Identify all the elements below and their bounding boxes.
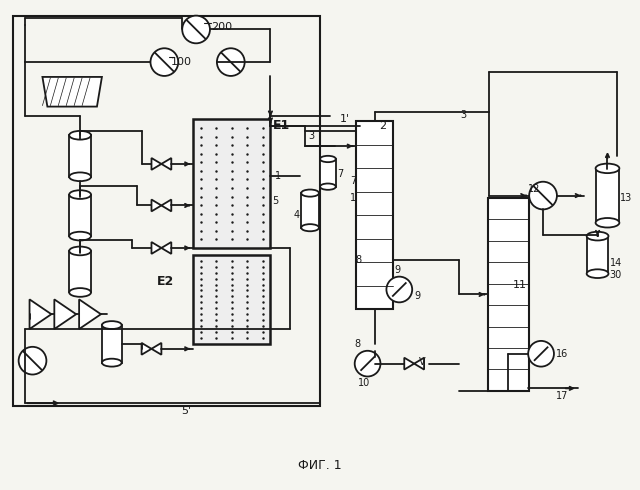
Text: 7: 7 bbox=[349, 176, 356, 186]
Ellipse shape bbox=[320, 184, 336, 190]
Bar bbox=[488, 198, 529, 391]
Ellipse shape bbox=[301, 224, 319, 231]
Text: ФИГ. 1: ФИГ. 1 bbox=[298, 459, 342, 472]
Text: 2: 2 bbox=[380, 122, 387, 131]
Text: 100: 100 bbox=[172, 57, 192, 67]
Circle shape bbox=[19, 347, 46, 374]
Text: 17: 17 bbox=[556, 392, 568, 401]
Text: 8: 8 bbox=[355, 339, 361, 349]
Text: 9: 9 bbox=[414, 292, 420, 301]
Bar bbox=[102, 325, 122, 363]
Text: 10: 10 bbox=[358, 378, 370, 389]
Text: E2: E2 bbox=[156, 275, 173, 288]
Text: 9: 9 bbox=[394, 265, 401, 275]
Polygon shape bbox=[161, 199, 172, 211]
Bar bbox=[320, 159, 336, 187]
Circle shape bbox=[355, 351, 380, 376]
Text: E1: E1 bbox=[273, 120, 290, 132]
Polygon shape bbox=[152, 158, 161, 170]
Polygon shape bbox=[29, 299, 51, 329]
Text: 1': 1' bbox=[340, 114, 350, 123]
Ellipse shape bbox=[69, 131, 91, 140]
Bar bbox=[596, 169, 620, 223]
Bar bbox=[301, 193, 319, 228]
Polygon shape bbox=[414, 358, 424, 369]
Text: 8: 8 bbox=[356, 255, 362, 265]
Bar bbox=[69, 195, 91, 236]
Text: 4: 4 bbox=[294, 210, 300, 221]
Ellipse shape bbox=[320, 156, 336, 162]
Bar bbox=[587, 236, 609, 274]
Text: 13: 13 bbox=[620, 193, 632, 202]
Polygon shape bbox=[54, 299, 76, 329]
Bar bbox=[193, 255, 271, 344]
Ellipse shape bbox=[587, 232, 609, 241]
Circle shape bbox=[182, 16, 210, 43]
Text: 5': 5' bbox=[181, 406, 191, 416]
Text: 200: 200 bbox=[211, 22, 232, 31]
Text: 5: 5 bbox=[273, 196, 278, 206]
Polygon shape bbox=[161, 158, 172, 170]
Ellipse shape bbox=[102, 321, 122, 329]
Circle shape bbox=[387, 277, 412, 302]
Bar bbox=[69, 135, 91, 177]
Polygon shape bbox=[152, 242, 161, 254]
Text: 16: 16 bbox=[556, 349, 568, 359]
Polygon shape bbox=[42, 77, 102, 107]
Ellipse shape bbox=[301, 190, 319, 196]
Text: 7: 7 bbox=[337, 169, 343, 179]
Polygon shape bbox=[152, 343, 161, 355]
Polygon shape bbox=[161, 242, 172, 254]
Polygon shape bbox=[152, 199, 161, 211]
Ellipse shape bbox=[69, 232, 91, 241]
Text: 3: 3 bbox=[308, 131, 314, 141]
Bar bbox=[13, 16, 320, 406]
Text: 30: 30 bbox=[609, 270, 621, 280]
Ellipse shape bbox=[69, 288, 91, 297]
Circle shape bbox=[217, 48, 244, 76]
Text: 14: 14 bbox=[609, 258, 621, 268]
Text: 1: 1 bbox=[275, 171, 282, 181]
Bar bbox=[356, 122, 394, 309]
Text: V: V bbox=[419, 357, 426, 367]
Ellipse shape bbox=[102, 359, 122, 367]
Ellipse shape bbox=[596, 164, 620, 173]
Bar bbox=[69, 251, 91, 293]
Ellipse shape bbox=[69, 246, 91, 255]
Circle shape bbox=[529, 182, 557, 209]
Text: 11: 11 bbox=[513, 280, 527, 290]
Bar bbox=[193, 120, 271, 248]
Ellipse shape bbox=[587, 270, 609, 278]
Ellipse shape bbox=[596, 218, 620, 227]
Circle shape bbox=[528, 341, 554, 367]
Polygon shape bbox=[141, 343, 152, 355]
Text: 12: 12 bbox=[528, 184, 541, 194]
Ellipse shape bbox=[69, 190, 91, 199]
Ellipse shape bbox=[69, 172, 91, 181]
Text: 3: 3 bbox=[461, 110, 467, 120]
Polygon shape bbox=[404, 358, 414, 369]
Text: 1: 1 bbox=[349, 193, 356, 202]
Polygon shape bbox=[79, 299, 101, 329]
Circle shape bbox=[150, 48, 179, 76]
